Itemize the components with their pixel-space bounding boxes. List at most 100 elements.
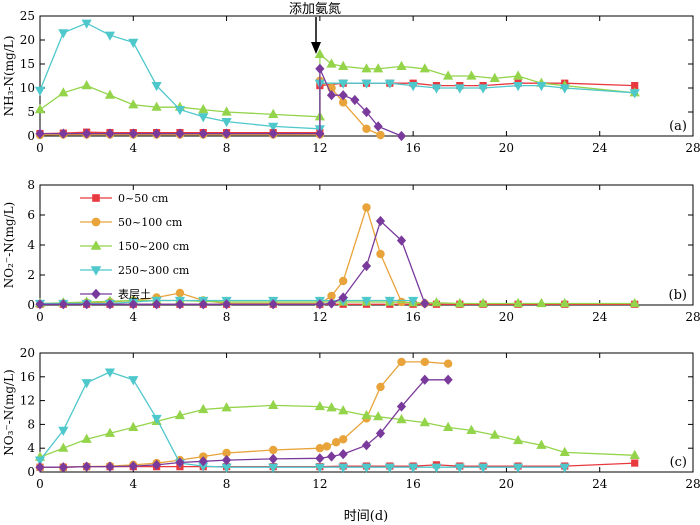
data-point: [175, 457, 185, 468]
data-point: [174, 409, 186, 420]
data-point: [396, 401, 407, 412]
y-tick-label: 0: [27, 298, 35, 312]
data-point: [338, 463, 349, 473]
data-point: [338, 79, 349, 89]
data-point: [222, 448, 231, 458]
x-tick-label: 8: [223, 477, 231, 491]
data-point: [315, 453, 325, 464]
data-point: [478, 463, 489, 473]
data-point: [81, 80, 92, 90]
legend-label: 0~50 cm: [118, 192, 169, 205]
data-point: [152, 299, 162, 310]
x-tick-label: 4: [129, 310, 137, 324]
data-point: [34, 86, 46, 96]
series-line: [39, 404, 635, 458]
legend-label: 50~100 cm: [118, 216, 183, 229]
data-point: [489, 429, 500, 439]
panel-label: (b): [669, 288, 687, 303]
data-point: [338, 98, 348, 107]
data-point: [322, 442, 332, 451]
data-point: [269, 445, 278, 455]
x-tick-label: 0: [36, 310, 44, 324]
data-point: [104, 89, 116, 99]
legend: 0~50 cm 50~100 cm 150~200 cm 250~300 cm 表层土: [80, 192, 190, 301]
data-point: [512, 82, 524, 92]
data-point: [105, 128, 115, 139]
data-point: [151, 414, 162, 425]
series-50~100 cm: [35, 357, 453, 472]
data-point: [408, 82, 419, 92]
data-point: [128, 460, 138, 472]
legend-marker: [91, 288, 101, 300]
x-tick-label: 16: [406, 141, 421, 155]
y-axis-label: NO₃⁻-N(mg/L): [2, 369, 16, 455]
x-tick-label: 8: [223, 141, 231, 155]
data-point: [221, 299, 232, 310]
data-point: [58, 87, 69, 97]
series-150~200 cm: [34, 399, 640, 461]
data-point: [443, 70, 454, 80]
data-point: [362, 124, 371, 133]
y-tick-label: 4: [27, 238, 35, 252]
data-point: [326, 58, 337, 68]
data-point: [536, 297, 547, 308]
data-point: [376, 130, 385, 140]
x-tick-label: 20: [499, 141, 514, 155]
series-表层土: [35, 63, 407, 142]
series-表层土: [35, 374, 453, 473]
data-point: [397, 357, 406, 367]
data-point: [454, 84, 465, 94]
data-point: [396, 130, 407, 142]
data-point: [35, 128, 45, 139]
data-point: [104, 427, 116, 437]
data-point: [152, 459, 162, 470]
data-point: [629, 89, 640, 99]
data-point: [396, 235, 407, 246]
x-tick-label: 12: [312, 477, 327, 491]
data-point: [326, 298, 337, 309]
data-point: [396, 60, 407, 70]
x-tick-label: 16: [406, 310, 421, 324]
data-point: [419, 63, 430, 73]
data-point: [629, 449, 640, 459]
data-point: [198, 113, 209, 123]
annotation: 添加氨氮: [289, 2, 341, 54]
y-tick-label: 6: [27, 208, 35, 222]
data-point: [443, 359, 453, 368]
x-tick-label: 20: [499, 477, 514, 491]
data-point: [362, 203, 371, 212]
x-tick-label: 28: [685, 477, 700, 491]
data-point: [478, 84, 489, 94]
data-point: [559, 463, 570, 473]
data-point: [408, 296, 419, 307]
x-tick-label: 28: [685, 141, 700, 155]
data-point: [175, 299, 185, 310]
data-point: [326, 451, 337, 462]
x-tick-label: 24: [592, 310, 608, 324]
data-point: [105, 299, 115, 310]
data-point: [268, 399, 279, 409]
data-point: [384, 463, 395, 473]
data-point: [35, 462, 45, 473]
data-point: [443, 421, 454, 431]
x-tick-label: 28: [685, 310, 700, 324]
data-point: [420, 374, 430, 385]
legend-marker: [90, 240, 102, 250]
x-tick-label: 16: [406, 477, 421, 491]
data-point: [420, 298, 430, 309]
x-tick-label: 12: [312, 141, 327, 155]
data-point: [314, 463, 325, 473]
data-point: [559, 446, 570, 456]
data-point: [512, 70, 524, 80]
panel-label: (a): [669, 119, 687, 134]
data-point: [128, 299, 138, 310]
data-point: [559, 84, 570, 94]
data-point: [315, 299, 325, 310]
data-point: [420, 357, 430, 367]
data-point: [82, 461, 92, 472]
legend-marker: [91, 217, 101, 227]
panel-label: (c): [670, 455, 687, 470]
data-point: [128, 99, 139, 109]
data-point: [221, 106, 232, 116]
